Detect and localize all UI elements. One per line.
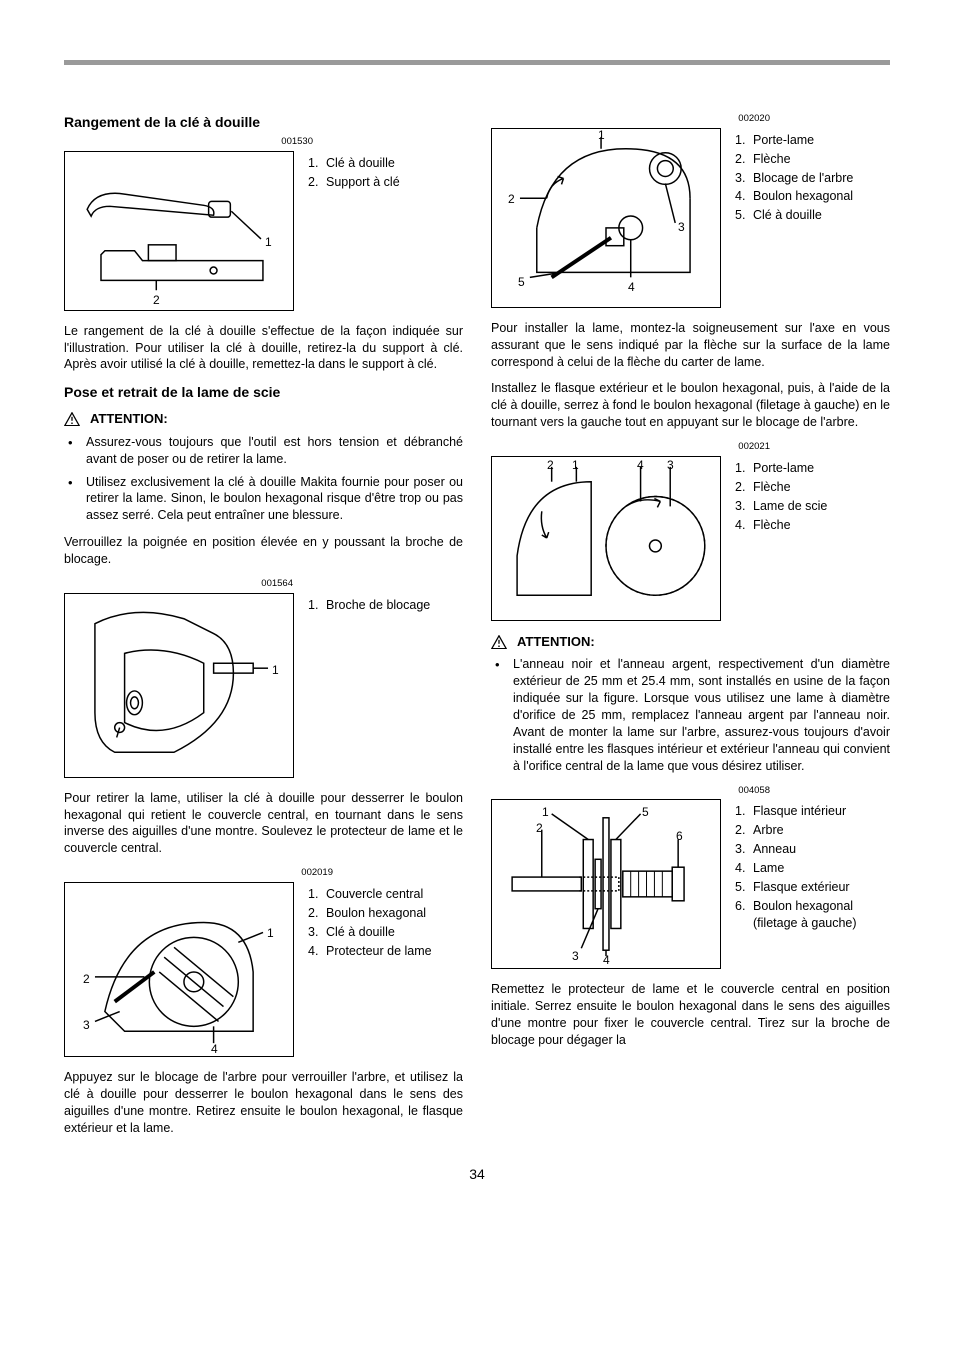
figure-002019: 1 2 3 4: [64, 882, 294, 1057]
attention-label: ATTENTION:: [517, 633, 595, 651]
figure-001530: 1 2: [64, 151, 294, 311]
callout-1: 1: [542, 804, 549, 820]
callout-1: 1: [265, 234, 272, 250]
callout-1: 1: [598, 127, 605, 143]
page-number: 34: [64, 1165, 890, 1184]
section-title-rangement: Rangement de la clé à douille: [64, 113, 463, 132]
attention-block: ATTENTION:: [64, 410, 463, 428]
figure-caption-001564: 1.Broche de blocage: [308, 593, 463, 616]
bullet-item: Assurez-vous toujours que l'outil est ho…: [86, 434, 463, 468]
figure-002021: 1 2 3 4: [491, 456, 721, 621]
callout-4: 4: [211, 1041, 218, 1057]
paragraph: Le rangement de la clé à douille s'effec…: [64, 323, 463, 374]
header-divider: [64, 60, 890, 65]
callout-5: 5: [518, 274, 525, 290]
callout-3: 3: [667, 457, 674, 473]
figure-ref: 002021: [491, 441, 890, 454]
attention-list: Assurez-vous toujours que l'outil est ho…: [64, 434, 463, 524]
figure-ref: 001564: [64, 578, 463, 591]
callout-4: 4: [628, 279, 635, 295]
figure-ref: 001530: [64, 136, 463, 149]
callout-3: 3: [83, 1017, 90, 1033]
paragraph: Installez le flasque extérieur et le bou…: [491, 380, 890, 431]
callout-4: 4: [637, 457, 644, 473]
figure-ref: 002019: [64, 867, 463, 880]
left-column: Rangement de la clé à douille 001530: [64, 113, 463, 1147]
callout-5: 5: [642, 804, 649, 820]
callout-3: 3: [572, 948, 579, 964]
callout-2: 2: [547, 457, 554, 473]
bullet-item: Utilisez exclusivement la clé à douille …: [86, 474, 463, 525]
section-title-pose: Pose et retrait de la lame de scie: [64, 383, 463, 402]
figure-ref: 002020: [491, 113, 890, 126]
figure-caption-001530: 1.Clé à douille 2.Support à clé: [308, 151, 463, 193]
warning-icon: [64, 412, 80, 426]
callout-3: 3: [678, 219, 685, 235]
callout-6: 6: [676, 828, 683, 844]
bullet-item: L'anneau noir et l'anneau argent, respec…: [513, 656, 890, 774]
figure-ref: 004058: [491, 785, 890, 798]
figure-002020: 1 2 3 4 5: [491, 128, 721, 308]
callout-2: 2: [83, 971, 90, 987]
paragraph: Remettez le protecteur de lame et le cou…: [491, 981, 890, 1049]
callout-1: 1: [267, 925, 274, 941]
callout-1: 1: [272, 662, 279, 678]
figure-caption-002021: 1.Porte-lame 2.Flèche 3.Lame de scie 4.F…: [735, 456, 890, 536]
attention-list: L'anneau noir et l'anneau argent, respec…: [491, 656, 890, 774]
figure-caption-004058: 1.Flasque intérieur 2.Arbre 3.Anneau 4.L…: [735, 799, 890, 933]
callout-4: 4: [603, 952, 610, 968]
callout-2: 2: [536, 820, 543, 836]
warning-icon: [491, 635, 507, 649]
attention-block: ATTENTION:: [491, 633, 890, 651]
figure-caption-002020: 1.Porte-lame 2.Flèche 3.Blocage de l'arb…: [735, 128, 890, 226]
attention-label: ATTENTION:: [90, 410, 168, 428]
paragraph: Appuyez sur le blocage de l'arbre pour v…: [64, 1069, 463, 1137]
callout-1: 1: [572, 457, 579, 473]
figure-001564: 1: [64, 593, 294, 778]
callout-2: 2: [508, 191, 515, 207]
figure-004058: 1 2 3 4 5 6: [491, 799, 721, 969]
paragraph: Pour installer la lame, montez-la soigne…: [491, 320, 890, 371]
paragraph: Pour retirer la lame, utiliser la clé à …: [64, 790, 463, 858]
callout-2: 2: [153, 292, 160, 308]
paragraph: Verrouillez la poignée en position élevé…: [64, 534, 463, 568]
figure-caption-002019: 1.Couvercle central 2.Boulon hexagonal 3…: [308, 882, 463, 962]
right-column: 002020: [491, 113, 890, 1147]
